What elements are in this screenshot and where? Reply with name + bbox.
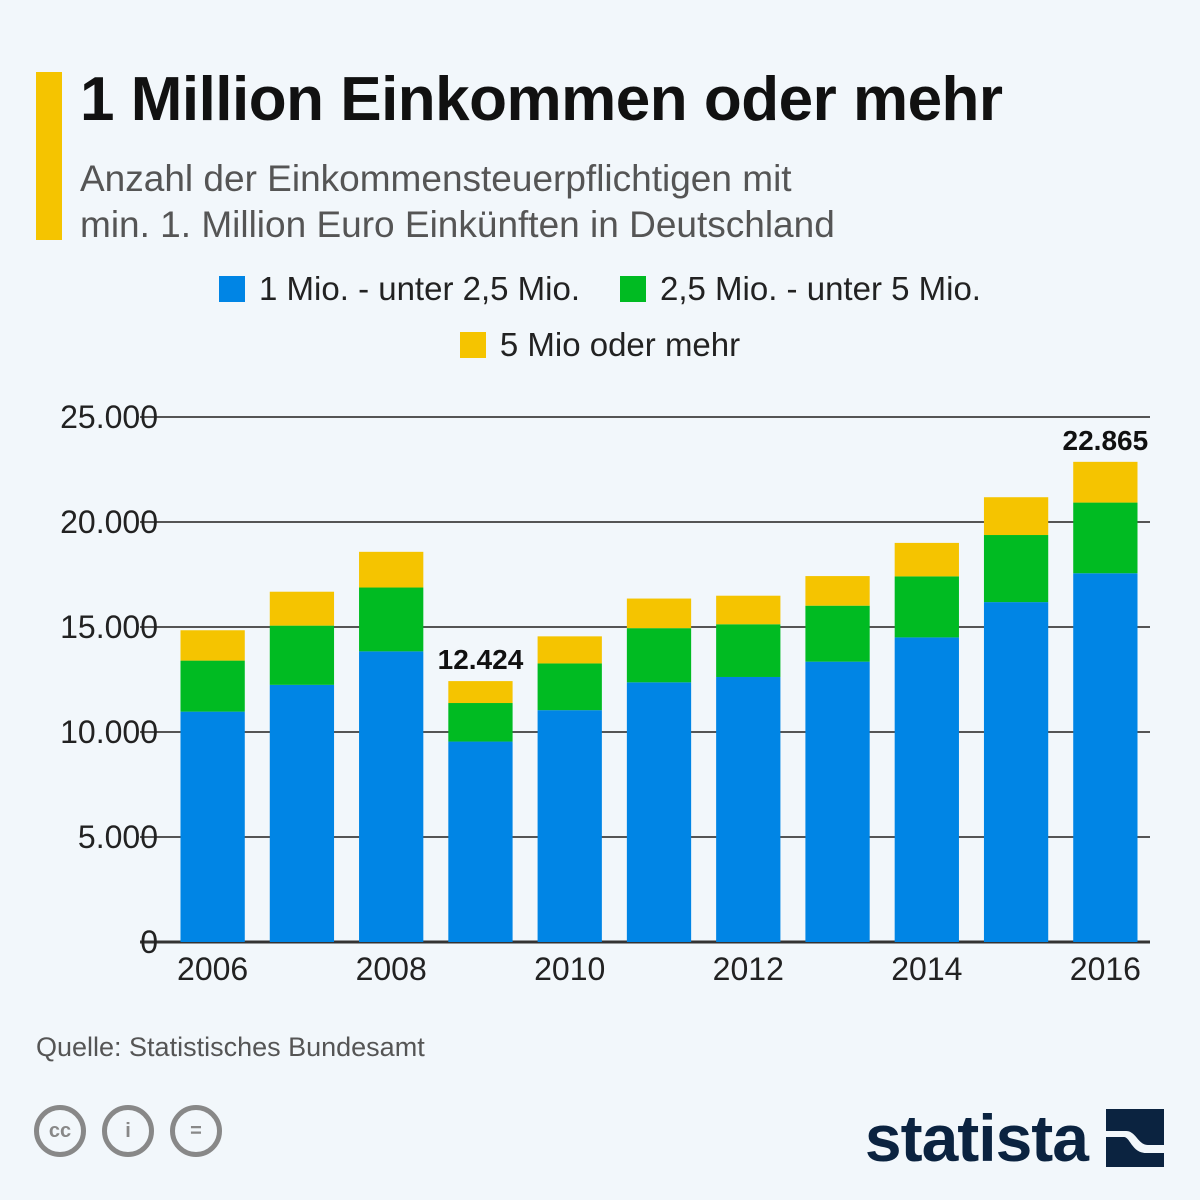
source-note: Quelle: Statistisches Bundesamt [36, 1032, 425, 1062]
legend-label: 5 Mio oder mehr [499, 326, 741, 363]
bar-segment-yellow [983, 497, 1049, 536]
bar-segment-yellow [626, 598, 692, 629]
y-tick-label: 10.000 [60, 714, 158, 750]
bar-segment-green [448, 703, 513, 742]
bar-segment-green [626, 628, 692, 683]
bar-segment-green [269, 625, 335, 685]
bar-segment-yellow [180, 630, 245, 661]
bar-segment-blue [983, 602, 1049, 942]
bar-segment-blue [1073, 573, 1138, 942]
x-tick-label: 2012 [713, 951, 784, 987]
bar-segment-yellow [537, 636, 602, 664]
x-tick-label: 2006 [177, 951, 248, 987]
x-tick-label: 2014 [891, 951, 962, 987]
bar-segment-yellow [894, 542, 959, 577]
legend-item-1: 1 Mio. - unter 2,5 Mio. [219, 270, 580, 308]
y-tick-label: 5.000 [78, 819, 158, 855]
statista-logo[interactable]: statista [865, 1100, 1164, 1176]
bar-segment-yellow [716, 595, 781, 625]
bar-segment-green [716, 624, 781, 677]
attribution-icon[interactable]: i [102, 1105, 154, 1157]
x-tick-label: 2010 [534, 951, 605, 987]
bar-segment-blue [716, 676, 781, 942]
bar-segment-green [359, 587, 424, 652]
chart-subtitle: Anzahl der Einkommensteuerpflichtigen mi… [80, 156, 835, 248]
legend-swatch-yellow [459, 332, 486, 358]
bar-segment-blue [626, 682, 692, 942]
bar-segment-blue [448, 741, 513, 942]
bar-segment-blue [180, 711, 245, 942]
stacked-bar-chart: 0 5.000 10.000 15.000 20.000 25.000 2006 2008 20… [60, 399, 1150, 987]
y-tick-label: 0 [140, 924, 158, 960]
bar-segment-yellow [269, 591, 335, 626]
legend-label: 2,5 Mio. - unter 5 Mio. [660, 270, 981, 307]
bar-segment-green [537, 663, 602, 711]
bar-segment-blue [269, 684, 335, 942]
subtitle-line-2: min. 1. Million Euro Einkünften in Deuts… [80, 204, 835, 245]
bar-segment-yellow [805, 576, 870, 606]
y-tick-label: 15.000 [60, 609, 158, 645]
no-derivatives-icon[interactable]: = [170, 1105, 222, 1157]
data-label: 12.424 [438, 644, 524, 675]
bar-segment-yellow [359, 551, 424, 588]
subtitle-line-1: Anzahl der Einkommensteuerpflichtigen mi… [80, 158, 792, 199]
data-label: 22.865 [1063, 425, 1149, 456]
bar-segment-yellow [1073, 461, 1138, 503]
bar-segment-green [1073, 502, 1138, 574]
chart-title: 1 Million Einkommen oder mehr [80, 65, 1003, 134]
bar-segment-green [180, 660, 245, 712]
logo-text: statista [864, 1101, 1089, 1175]
bar-segment-blue [359, 651, 424, 942]
bar-segment-blue [537, 710, 602, 942]
bar-segment-green [805, 605, 870, 662]
y-tick-label: 20.000 [60, 504, 158, 540]
legend-row-2: 5 Mio oder mehr [0, 326, 1200, 364]
bar-segment-yellow [448, 681, 513, 704]
legend-label: 1 Mio. - unter 2,5 Mio. [259, 270, 580, 307]
title-accent-bar [36, 72, 62, 240]
bar-segment-green [983, 535, 1049, 603]
license-icons: cc i = [34, 1105, 222, 1157]
legend-row-1: 1 Mio. - unter 2,5 Mio. 2,5 Mio. - unter… [0, 270, 1200, 308]
x-tick-label: 2008 [356, 951, 427, 987]
bar-segment-blue [894, 637, 959, 942]
bar-segment-green [894, 576, 959, 638]
cc-icon[interactable]: cc [34, 1105, 86, 1157]
y-tick-label: 25.000 [60, 399, 158, 435]
x-tick-label: 2016 [1070, 951, 1141, 987]
legend-swatch-blue [219, 276, 246, 302]
bar-segment-blue [805, 661, 870, 942]
legend-swatch-green [620, 276, 646, 302]
statista-mark-icon [1106, 1109, 1164, 1167]
legend-item-2: 2,5 Mio. - unter 5 Mio. [620, 270, 981, 308]
legend-item-3: 5 Mio oder mehr [459, 326, 741, 364]
